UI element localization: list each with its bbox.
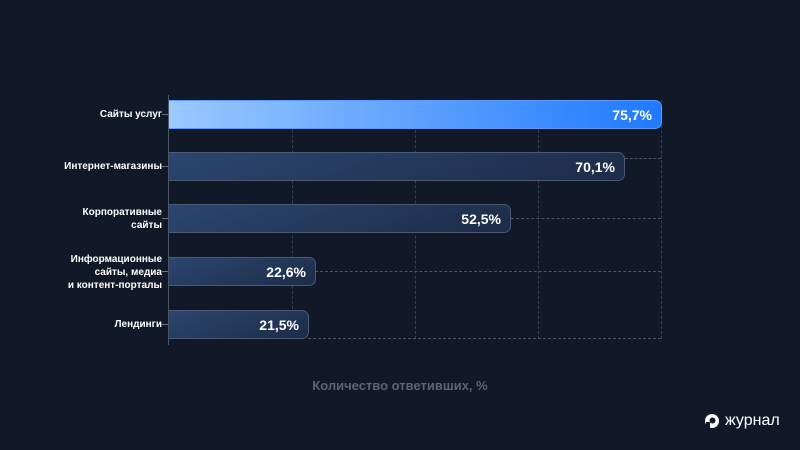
bar-corporate-sites: 52,5% xyxy=(169,204,511,233)
journal-logo-icon xyxy=(705,414,719,428)
category-label: Лендинги xyxy=(114,319,162,330)
x-axis-label: Количество ответивших, % xyxy=(312,378,488,393)
bar-value: 21,5% xyxy=(259,317,299,333)
bar-online-stores: 70,1% xyxy=(169,152,625,181)
category-label: Сайты услуг xyxy=(99,109,162,120)
brand-name: журнал xyxy=(725,412,780,429)
axis-tick xyxy=(162,324,168,325)
gridline xyxy=(661,100,662,339)
gridline xyxy=(315,271,661,272)
bar-landings: 21,5% xyxy=(169,310,309,339)
category-label: Корпоративные сайты xyxy=(82,207,162,231)
bar-services-sites: 75,7% xyxy=(169,100,662,129)
gridline xyxy=(625,158,661,159)
y-axis xyxy=(168,95,169,345)
category-label: Интернет-магазины xyxy=(64,161,162,172)
category-label: Информационные сайты, медиа и контент-по… xyxy=(67,254,162,291)
bar-value: 75,7% xyxy=(612,107,652,123)
bar-value: 22,6% xyxy=(266,264,306,280)
gridline xyxy=(511,218,661,219)
bar-info-sites: 22,6% xyxy=(169,257,316,286)
axis-tick xyxy=(162,271,168,272)
gridline xyxy=(308,338,661,339)
gridline xyxy=(538,100,539,339)
axis-tick xyxy=(162,166,168,167)
bar-value: 52,5% xyxy=(461,211,501,227)
brand-logo: журнал xyxy=(704,412,780,430)
axis-tick xyxy=(162,114,168,115)
bar-value: 70,1% xyxy=(575,159,615,175)
axis-tick xyxy=(162,218,168,219)
